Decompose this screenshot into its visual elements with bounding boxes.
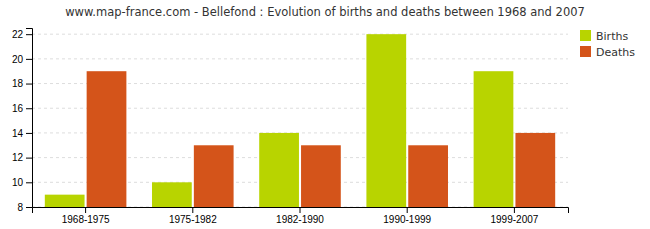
y-tick-mark [26, 34, 32, 35]
y-tick: 18 [12, 78, 32, 89]
bar [152, 182, 192, 207]
x-tick-label: 1968-1975 [62, 214, 110, 225]
y-tick-mark [26, 133, 32, 134]
x-tick-mark [300, 207, 301, 213]
x-tick-label: 1982-1990 [276, 214, 324, 225]
y-tick-mark [26, 182, 32, 183]
legend-swatch [580, 46, 591, 57]
legend-item: Births [580, 30, 628, 43]
y-tick: 20 [12, 54, 32, 65]
y-tick-label: 16 [12, 103, 24, 114]
chart-container: 8 10 12 14 16 18 20 22 1968-1975 1975-1982 1982-19… [0, 0, 650, 229]
y-tick-mark [26, 59, 32, 60]
y-tick-label: 8 [17, 202, 23, 213]
bar [515, 133, 555, 207]
y-tick: 12 [12, 152, 32, 163]
x-tick-label: 1999-2007 [490, 214, 538, 225]
plot-area: 8 10 12 14 16 18 20 22 1968-1975 1975-1982 1982-19… [12, 29, 569, 229]
y-tick-label: 20 [12, 54, 24, 65]
x-tick-label: 1975-1982 [169, 214, 217, 225]
x-tick: 1982-1990 [276, 207, 324, 225]
legend-label: Births [596, 30, 628, 43]
y-axis-line [26, 29, 33, 208]
chart-svg: 8 10 12 14 16 18 20 22 1968-1975 1975-1982 1982-19… [0, 0, 650, 229]
grid-line [32, 58, 568, 59]
bar [259, 133, 299, 207]
bar [366, 34, 406, 207]
y-tick: 16 [12, 103, 32, 114]
bar [301, 145, 341, 207]
x-axis: 1968-1975 1975-1982 1982-1990 1990-1999 1999… [33, 207, 569, 225]
bar [408, 145, 448, 207]
x-tick-mark [85, 207, 86, 213]
bar-series [87, 71, 556, 207]
bar [87, 71, 127, 207]
x-tick: 1975-1982 [169, 207, 217, 225]
y-tick: 22 [12, 29, 32, 40]
y-tick-label: 12 [12, 152, 24, 163]
y-tick-mark [26, 108, 32, 109]
bars [45, 34, 555, 207]
legend-label: Deaths [596, 46, 635, 59]
bar [474, 71, 514, 207]
legend-item: Deaths [580, 46, 635, 59]
grid-line [32, 34, 568, 35]
y-tick: 8 [17, 202, 32, 213]
x-tick-mark [192, 207, 193, 213]
bar [45, 195, 85, 207]
x-tick: 1999-2007 [490, 207, 538, 225]
y-tick-mark [26, 207, 32, 208]
x-tick-mark [407, 207, 408, 213]
legend-swatch [580, 30, 591, 41]
x-tick: 1968-1975 [62, 207, 110, 225]
x-axis-line [33, 208, 569, 214]
x-tick-label: 1990-1999 [383, 214, 431, 225]
y-tick: 14 [12, 128, 32, 139]
y-tick-mark [26, 158, 32, 159]
title: www.map-france.com - Bellefond : Evoluti… [65, 5, 585, 19]
bar [194, 145, 234, 207]
y-tick-mark [26, 84, 32, 85]
y-tick-label: 22 [12, 29, 24, 40]
x-tick-mark [514, 207, 515, 213]
bar-series [45, 34, 514, 207]
y-axis: 8 10 12 14 16 18 20 22 [12, 29, 33, 213]
legend: Births Deaths [580, 30, 635, 59]
y-tick-label: 14 [12, 128, 24, 139]
y-tick-label: 18 [12, 78, 24, 89]
y-tick: 10 [12, 177, 32, 188]
x-tick: 1990-1999 [383, 207, 431, 225]
y-tick-label: 10 [12, 177, 24, 188]
